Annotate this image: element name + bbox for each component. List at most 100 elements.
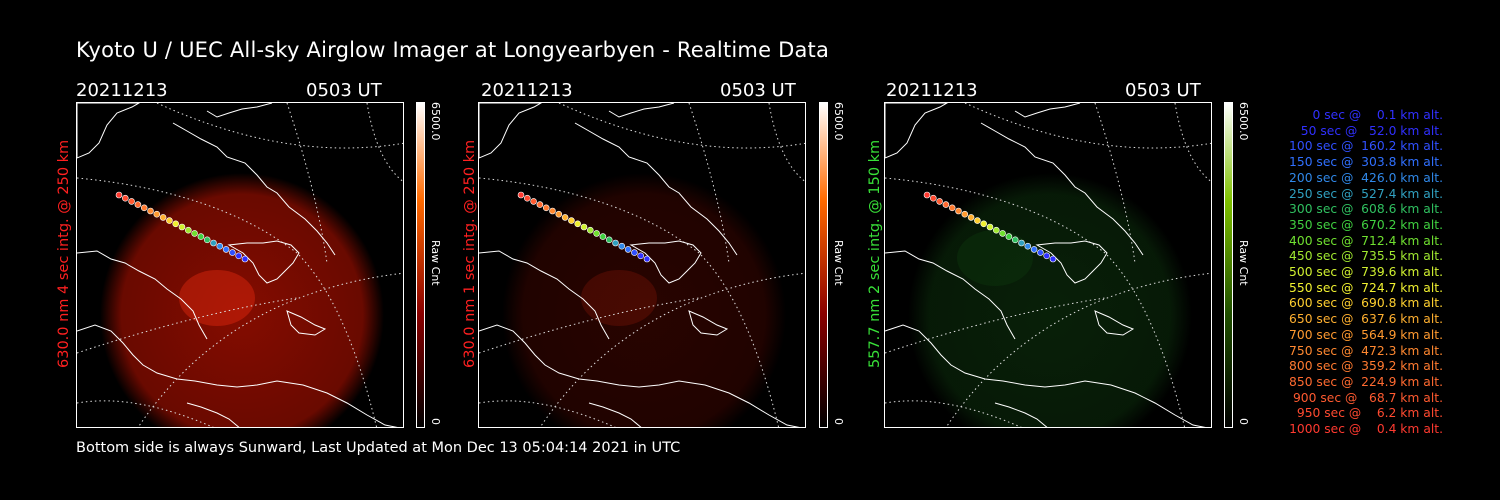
panel-3-time: 0503 UT [1125,80,1201,101]
legend-row: 850 sec @ 224.9 km alt. [1289,374,1443,389]
trajectory-point [624,246,632,253]
legend-row: 950 sec @ 6.2 km alt. [1296,406,1443,421]
trajectory-point [1011,236,1019,244]
trajectory-point [568,217,575,224]
coastline [227,240,300,284]
trajectory-point [536,201,544,208]
panel-3-colorbar-unit: Raw Cnt [1237,240,1250,286]
trajectory-point [1049,255,1057,263]
trajectory-point [1043,252,1050,260]
trajectory-point [1018,239,1025,247]
trajectory-point [216,242,224,250]
coastline [286,310,327,336]
graticule-line [137,272,403,427]
trajectory-point [1030,246,1038,253]
legend-row: 900 sec @ 68.7 km alt. [1292,390,1443,405]
trajectory-point [974,217,981,224]
trajectory-point [121,194,129,202]
graticule-line [945,272,1211,427]
trajectory-point [637,252,644,260]
trajectory-point [961,210,969,218]
legend-row: 800 sec @ 359.2 km alt. [1289,359,1443,374]
trajectory-point [574,220,581,228]
trajectory-point [993,226,1000,234]
coastline [980,122,1144,256]
trajectory-point [530,198,537,205]
trajectory-point [523,194,531,202]
coastline [172,122,336,256]
trajectory-point [942,201,950,208]
trajectory-point [599,233,607,240]
coastline [588,402,642,427]
panel-1-colorbar [416,102,425,428]
panel-1-colorbar-max: 6500.0 [429,102,442,141]
coastline [1094,310,1135,336]
legend-row: 600 sec @ 690.8 km alt. [1289,296,1443,311]
trajectory-point [631,249,638,256]
aurora-blob [957,230,1033,286]
panel-2-colorbar-max: 6500.0 [832,102,845,141]
trajectory-point [159,214,167,221]
legend-row: 100 sec @ 160.2 km alt. [1289,139,1443,154]
graticule-line [156,103,403,149]
trajectory-point [222,246,230,253]
trajectory-point [115,191,123,199]
trajectory-point [140,204,148,212]
coastline [479,250,610,340]
graticule-line [366,103,403,183]
coastline [77,103,141,159]
legend-row: 300 sec @ 608.6 km alt. [1289,202,1443,217]
legend-row: 1000 sec @ 0.4 km alt. [1289,422,1443,436]
trajectory-point [134,201,142,208]
footer-status: Bottom side is always Sunward, Last Upda… [76,440,681,456]
coastline [77,324,398,427]
panel-3-label: 557.7 nm 2 sec intg. @ 150 km [867,139,883,368]
legend-row: 650 sec @ 637.6 km alt. [1289,312,1443,327]
trajectory-point [929,194,937,202]
panel-1-label: 630.0 nm 4 sec intg. @ 250 km [56,139,72,368]
graticule-line [479,177,780,427]
trajectory-point [241,255,249,263]
trajectory-point [1024,242,1032,250]
panel-2-colorbar [819,102,828,428]
panel-2-image [478,102,806,428]
panel-3-colorbar-max: 6500.0 [1237,102,1250,141]
trajectory-point [967,214,975,221]
panel-1-colorbar-min: 0 [429,418,442,425]
trajectory-point [153,210,161,218]
aurora-blob [179,270,255,326]
graticule-line [768,103,805,183]
trajectory-point [517,191,525,199]
trajectory-point [147,207,154,215]
trajectory-point [178,223,186,231]
legend-row: 50 sec @ 52.0 km alt. [1300,123,1443,138]
trajectory-point [593,230,600,237]
panel-3-colorbar [1224,102,1233,428]
trajectory-point [612,239,619,247]
coastline [206,103,273,118]
panel-2-colorbar-min: 0 [832,418,845,425]
coastline [994,402,1048,427]
graticule-line [1174,103,1211,183]
legend-row: 500 sec @ 739.6 km alt. [1289,265,1443,279]
coastline [574,122,738,256]
trajectory-point [203,236,211,244]
trajectory-point [948,204,956,212]
trajectory-point [1037,249,1044,256]
panel-3-date: 20211213 [886,80,978,101]
legend-row: 350 sec @ 670.2 km alt. [1289,217,1443,232]
graticule-line [77,400,214,427]
trajectory-point [643,255,651,263]
trajectory-point [923,191,931,199]
trajectory-point [980,220,987,228]
legend-row: 0 sec @ 0.1 km alt. [1312,108,1443,122]
legend-row: 550 sec @ 724.7 km alt. [1289,280,1443,295]
trajectory-point [936,198,943,205]
graticule-line [885,400,1022,427]
coastline [479,103,543,159]
sky-glow [502,173,786,427]
legend-row: 400 sec @ 712.4 km alt. [1289,233,1443,248]
trajectory-point [587,226,594,234]
graticule-line [964,103,1211,149]
panel-3-colorbar-min: 0 [1237,418,1250,425]
